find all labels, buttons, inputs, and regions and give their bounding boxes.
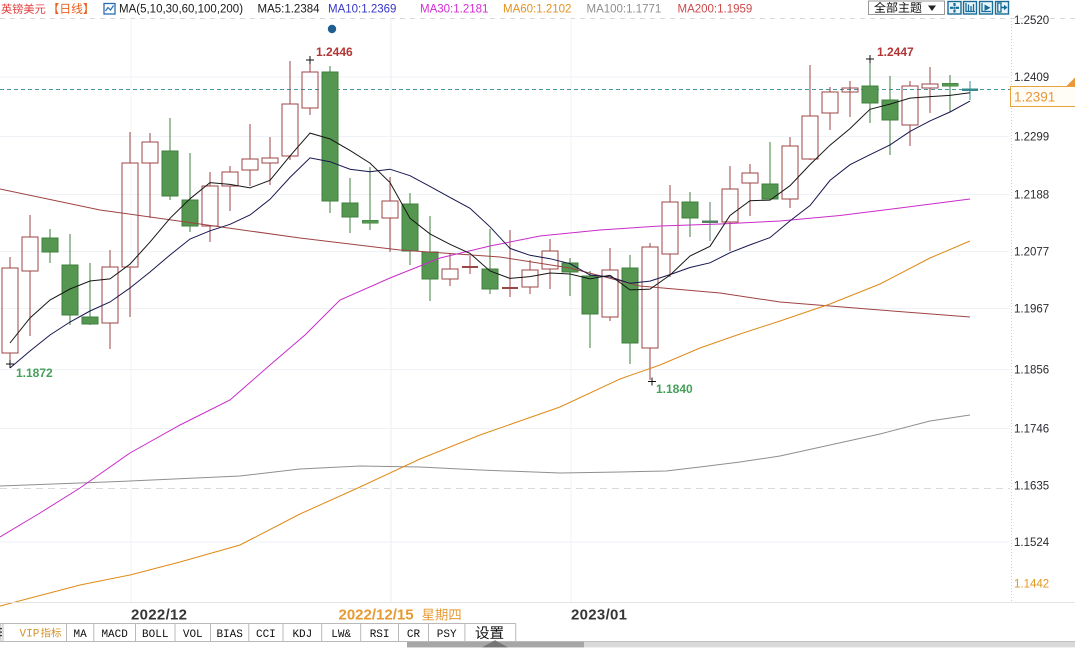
- svg-text:MA200:1.1959: MA200:1.1959: [678, 4, 753, 16]
- svg-text:1.1856: 1.1856: [1014, 364, 1049, 376]
- svg-text:MA5:1.2384: MA5:1.2384: [258, 4, 321, 16]
- svg-text:MA30:1.2181: MA30:1.2181: [420, 4, 488, 16]
- svg-text:CCI: CCI: [256, 629, 276, 641]
- svg-text:MA60:1.2102: MA60:1.2102: [503, 4, 571, 16]
- svg-text:1.2447: 1.2447: [877, 45, 914, 59]
- svg-text:1.1442: 1.1442: [1014, 579, 1049, 591]
- svg-text:VOL: VOL: [183, 629, 203, 641]
- svg-text:MA(5,10,30,60,100,200): MA(5,10,30,60,100,200): [119, 4, 243, 16]
- svg-text:MA100:1.1771: MA100:1.1771: [587, 4, 662, 16]
- svg-text:RSI: RSI: [370, 629, 390, 641]
- svg-text:1.1967: 1.1967: [1014, 303, 1049, 315]
- svg-text:1.2077: 1.2077: [1014, 247, 1049, 259]
- svg-text:1.2409: 1.2409: [1014, 72, 1049, 84]
- svg-text:1.1746: 1.1746: [1014, 424, 1049, 436]
- svg-text:LW&: LW&: [331, 629, 351, 641]
- svg-text:1.1872: 1.1872: [16, 366, 53, 380]
- svg-text:KDJ: KDJ: [292, 629, 312, 641]
- svg-text:1.1635: 1.1635: [1014, 481, 1049, 493]
- svg-text:1.2446: 1.2446: [316, 45, 353, 59]
- svg-text:BIAS: BIAS: [216, 629, 243, 641]
- svg-text:2022/12/15: 2022/12/15: [339, 607, 414, 624]
- svg-text:1.2188: 1.2188: [1014, 190, 1049, 202]
- svg-text:BOLL: BOLL: [142, 629, 168, 641]
- svg-text:CR: CR: [407, 629, 421, 641]
- svg-text:2023/01: 2023/01: [571, 607, 627, 624]
- svg-text:1.1524: 1.1524: [1014, 537, 1050, 549]
- svg-text:2022/12: 2022/12: [131, 607, 187, 624]
- svg-text:1.2391: 1.2391: [1014, 90, 1055, 105]
- svg-text:1.1840: 1.1840: [656, 382, 693, 396]
- svg-text:PSY: PSY: [437, 629, 457, 641]
- svg-text:VIP: VIP: [20, 629, 40, 641]
- svg-text:1.2299: 1.2299: [1014, 131, 1049, 143]
- svg-text:MA: MA: [74, 629, 88, 641]
- svg-text:MA10:1.2369: MA10:1.2369: [328, 4, 396, 16]
- svg-text:1.2520: 1.2520: [1014, 15, 1049, 27]
- svg-text:MACD: MACD: [101, 629, 128, 641]
